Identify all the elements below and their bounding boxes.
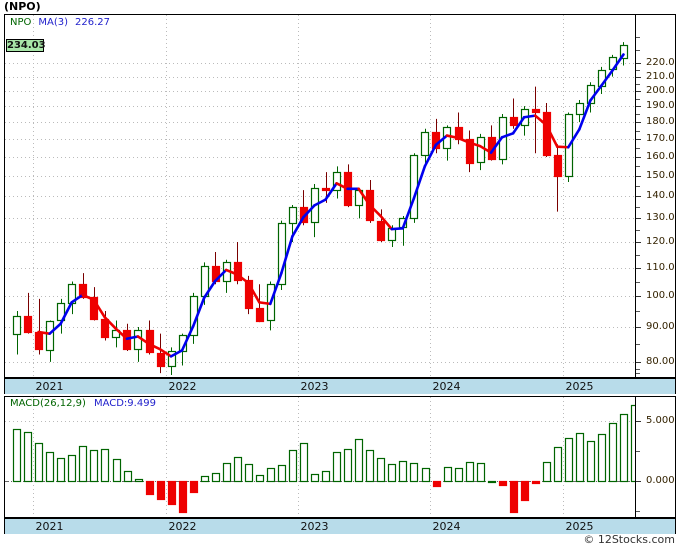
price-chart-panel: NPO MA(3) 226.27 220.00 210.00 200.00 190.00 1… xyxy=(4,14,676,378)
price-tick-mark xyxy=(636,139,641,140)
price-tick-mark-minor xyxy=(636,230,640,231)
date-label-2024: 2024 xyxy=(432,380,461,393)
price-tick-mark-minor xyxy=(636,131,640,132)
macd-tick-label: 5.000 xyxy=(646,415,675,426)
price-tick-label: 200.00 xyxy=(646,84,675,96)
price-tick-mark-minor xyxy=(636,255,640,256)
macd-chart-panel: MACD(26,12,9) MACD:9.499 5.000 0.000 xyxy=(4,396,676,518)
price-tick-mark-minor xyxy=(636,37,640,38)
price-tick-label: 170.00 xyxy=(646,133,675,145)
price-tick-mark-minor xyxy=(636,114,640,115)
price-tick-mark xyxy=(636,218,641,219)
date-axis-price: 2021 2022 2023 2024 2025 xyxy=(4,378,676,394)
price-tick-mark xyxy=(636,106,641,107)
price-tick-label: 110.00 xyxy=(646,261,675,273)
macd-tick-label: 0.000 xyxy=(646,475,675,486)
date-label-macd-2022: 2022 xyxy=(168,520,197,533)
price-tick-mark xyxy=(636,196,641,197)
price-tick-label: 150.00 xyxy=(646,170,675,182)
macd-legend: MACD(26,12,9) MACD:9.499 xyxy=(10,398,156,410)
date-label-macd-2023: 2023 xyxy=(300,520,329,533)
price-tick-mark xyxy=(636,327,641,328)
price-tick-mark-minor xyxy=(636,373,640,374)
current-price-tag: 234.03 xyxy=(6,38,46,52)
macd-plot-area[interactable] xyxy=(5,397,635,517)
page-title: (NPO) xyxy=(4,0,41,13)
price-plot-area[interactable] xyxy=(5,15,635,377)
price-tick-label: 180.00 xyxy=(646,116,675,128)
date-axis-macd: 2021 2022 2023 2024 2025 xyxy=(4,518,676,534)
price-tick-mark-minor xyxy=(636,166,640,167)
date-label-macd-2021: 2021 xyxy=(35,520,64,533)
price-tick-mark xyxy=(636,176,641,177)
price-tick-mark-minor xyxy=(636,84,640,85)
date-label-macd-2024: 2024 xyxy=(432,520,461,533)
price-axis: 220.00 210.00 200.00 190.00 180.00 170.00 160.… xyxy=(635,15,675,377)
price-tick-label: 80.00 xyxy=(646,355,675,367)
price-tick-mark xyxy=(636,157,641,158)
macd-legend-name: MACD(26,12,9) xyxy=(10,398,86,409)
price-tick-mark xyxy=(636,122,641,123)
price-tick-mark-minor xyxy=(636,70,640,71)
price-tick-mark xyxy=(636,91,641,92)
price-tick-label: 190.00 xyxy=(646,100,675,112)
price-tick-mark xyxy=(636,268,641,269)
price-tick-label: 210.00 xyxy=(646,70,675,82)
macd-tick-mark-minor xyxy=(636,451,640,452)
credit-label: © 12Stocks.com xyxy=(583,533,675,546)
price-legend: NPO MA(3) 226.27 xyxy=(10,17,110,29)
price-tick-label: 100.00 xyxy=(646,289,675,301)
price-tick-mark xyxy=(636,77,641,78)
price-tick-mark-minor xyxy=(636,369,640,370)
date-label-2022: 2022 xyxy=(168,380,197,393)
macd-tick-mark xyxy=(636,421,641,422)
price-tick-mark-minor xyxy=(636,311,640,312)
macd-axis: 5.000 0.000 xyxy=(635,397,675,517)
macd-legend-value: MACD:9.499 xyxy=(93,398,156,409)
price-tick-mark xyxy=(636,296,641,297)
price-tick-mark xyxy=(636,63,641,64)
price-tick-mark-minor xyxy=(636,99,640,100)
title-bar: (NPO) xyxy=(0,0,680,14)
footer: © 12Stocks.com xyxy=(0,533,680,546)
price-tick-label: 90.00 xyxy=(646,321,675,333)
macd-tick-mark-minor xyxy=(636,511,640,512)
date-label-2025: 2025 xyxy=(565,380,594,393)
price-tick-label: 130.00 xyxy=(646,212,675,224)
date-label-macd-2025: 2025 xyxy=(565,520,594,533)
legend-ma-value: 226.27 xyxy=(75,17,111,28)
price-tick-mark-minor xyxy=(636,50,640,51)
price-tick-mark xyxy=(636,242,641,243)
price-tick-label: 120.00 xyxy=(646,235,675,247)
price-tick-label: 220.00 xyxy=(646,56,675,68)
legend-symbol: NPO xyxy=(10,17,32,28)
price-tick-mark-minor xyxy=(636,344,640,345)
price-tick-mark xyxy=(636,362,641,363)
date-label-2021: 2021 xyxy=(35,380,64,393)
price-tick-mark-minor xyxy=(636,207,640,208)
price-tick-mark-minor xyxy=(636,148,640,149)
price-tick-mark-minor xyxy=(636,282,640,283)
price-tick-label: 160.00 xyxy=(646,150,675,162)
macd-tick-mark xyxy=(636,481,641,482)
price-tick-label: 140.00 xyxy=(646,190,675,202)
price-tick-mark-minor xyxy=(636,186,640,187)
date-label-2023: 2023 xyxy=(300,380,329,393)
legend-ma-label: MA(3) xyxy=(38,17,69,28)
